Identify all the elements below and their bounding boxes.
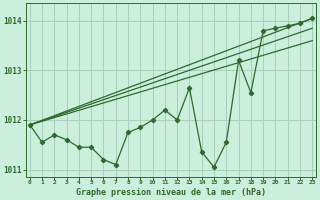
X-axis label: Graphe pression niveau de la mer (hPa): Graphe pression niveau de la mer (hPa) [76,188,266,197]
